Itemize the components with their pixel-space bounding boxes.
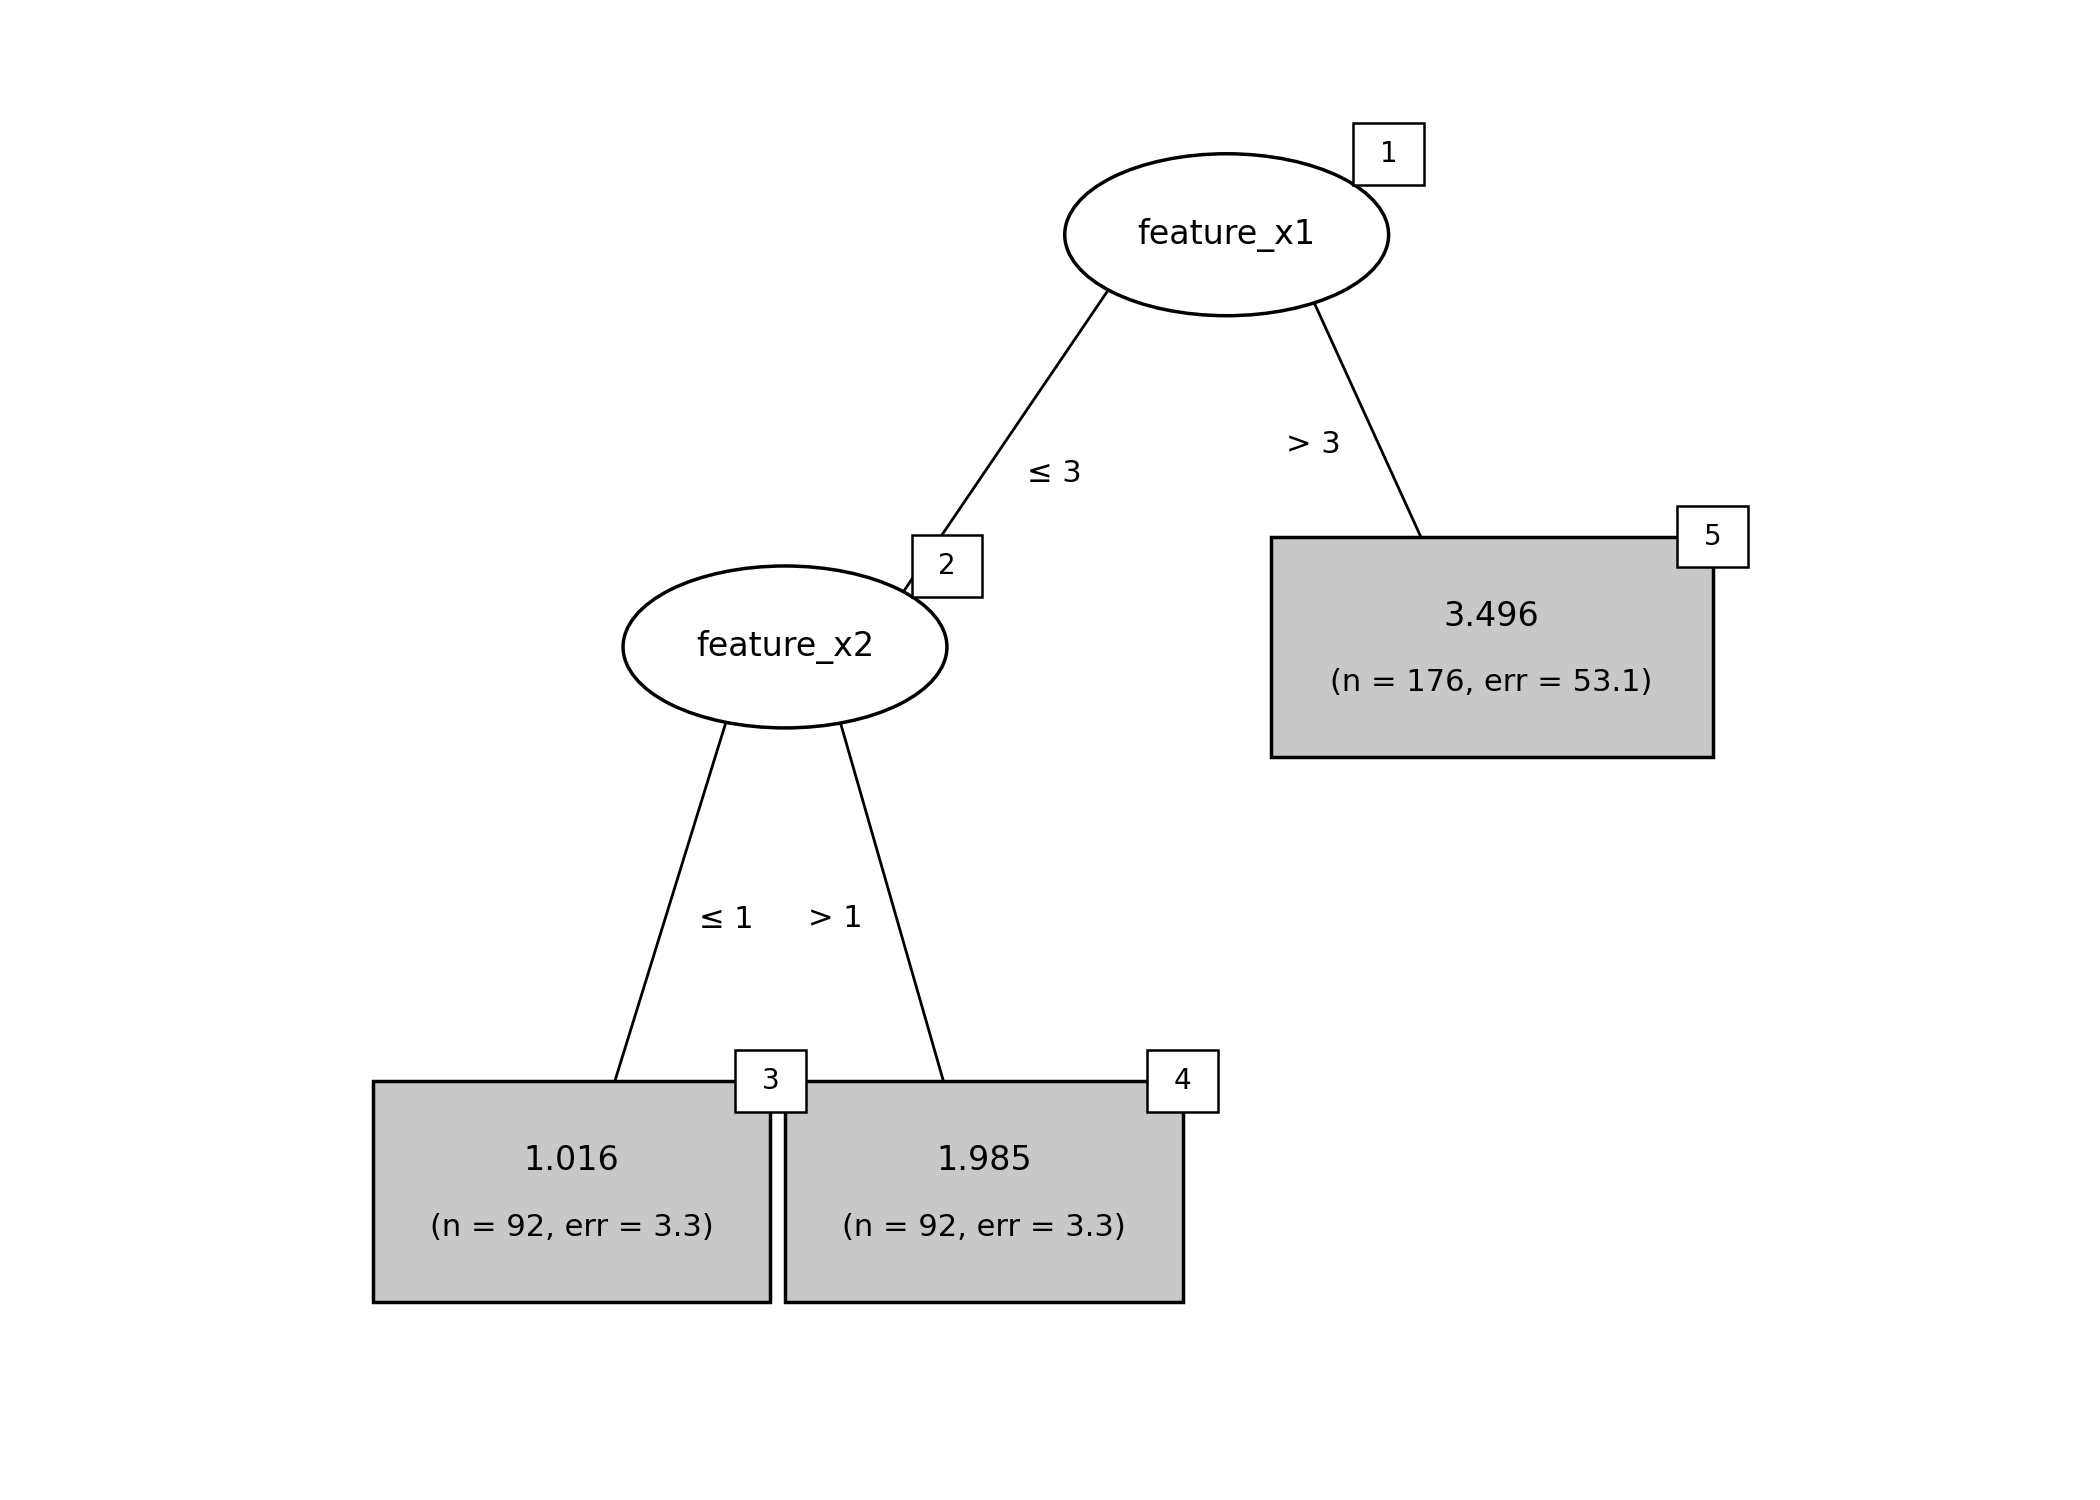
FancyBboxPatch shape xyxy=(1270,537,1712,758)
Text: feature_x2: feature_x2 xyxy=(695,630,874,664)
Text: 5: 5 xyxy=(1703,522,1722,550)
Text: > 1: > 1 xyxy=(808,904,863,933)
Text: feature_x1: feature_x1 xyxy=(1138,217,1317,252)
FancyBboxPatch shape xyxy=(785,1082,1182,1302)
Text: 1.016: 1.016 xyxy=(523,1144,620,1178)
FancyBboxPatch shape xyxy=(1678,506,1747,567)
Text: 1: 1 xyxy=(1380,140,1396,168)
Text: ≤ 1: ≤ 1 xyxy=(699,904,754,933)
Text: (n = 92, err = 3.3): (n = 92, err = 3.3) xyxy=(842,1212,1126,1242)
Text: ≤ 3: ≤ 3 xyxy=(1027,459,1082,489)
Text: 2: 2 xyxy=(939,552,956,580)
Text: (n = 176, err = 53.1): (n = 176, err = 53.1) xyxy=(1331,668,1653,698)
Ellipse shape xyxy=(1065,154,1388,315)
Text: 4: 4 xyxy=(1174,1066,1191,1095)
Text: > 3: > 3 xyxy=(1287,429,1342,459)
Ellipse shape xyxy=(624,566,947,728)
Text: 3: 3 xyxy=(762,1066,779,1095)
FancyBboxPatch shape xyxy=(735,1050,806,1112)
Text: (n = 92, err = 3.3): (n = 92, err = 3.3) xyxy=(430,1212,714,1242)
Text: 1.985: 1.985 xyxy=(937,1144,1031,1178)
Text: 3.496: 3.496 xyxy=(1445,600,1539,633)
FancyBboxPatch shape xyxy=(1352,123,1424,184)
FancyBboxPatch shape xyxy=(911,536,983,597)
FancyBboxPatch shape xyxy=(1147,1050,1218,1112)
FancyBboxPatch shape xyxy=(374,1082,771,1302)
